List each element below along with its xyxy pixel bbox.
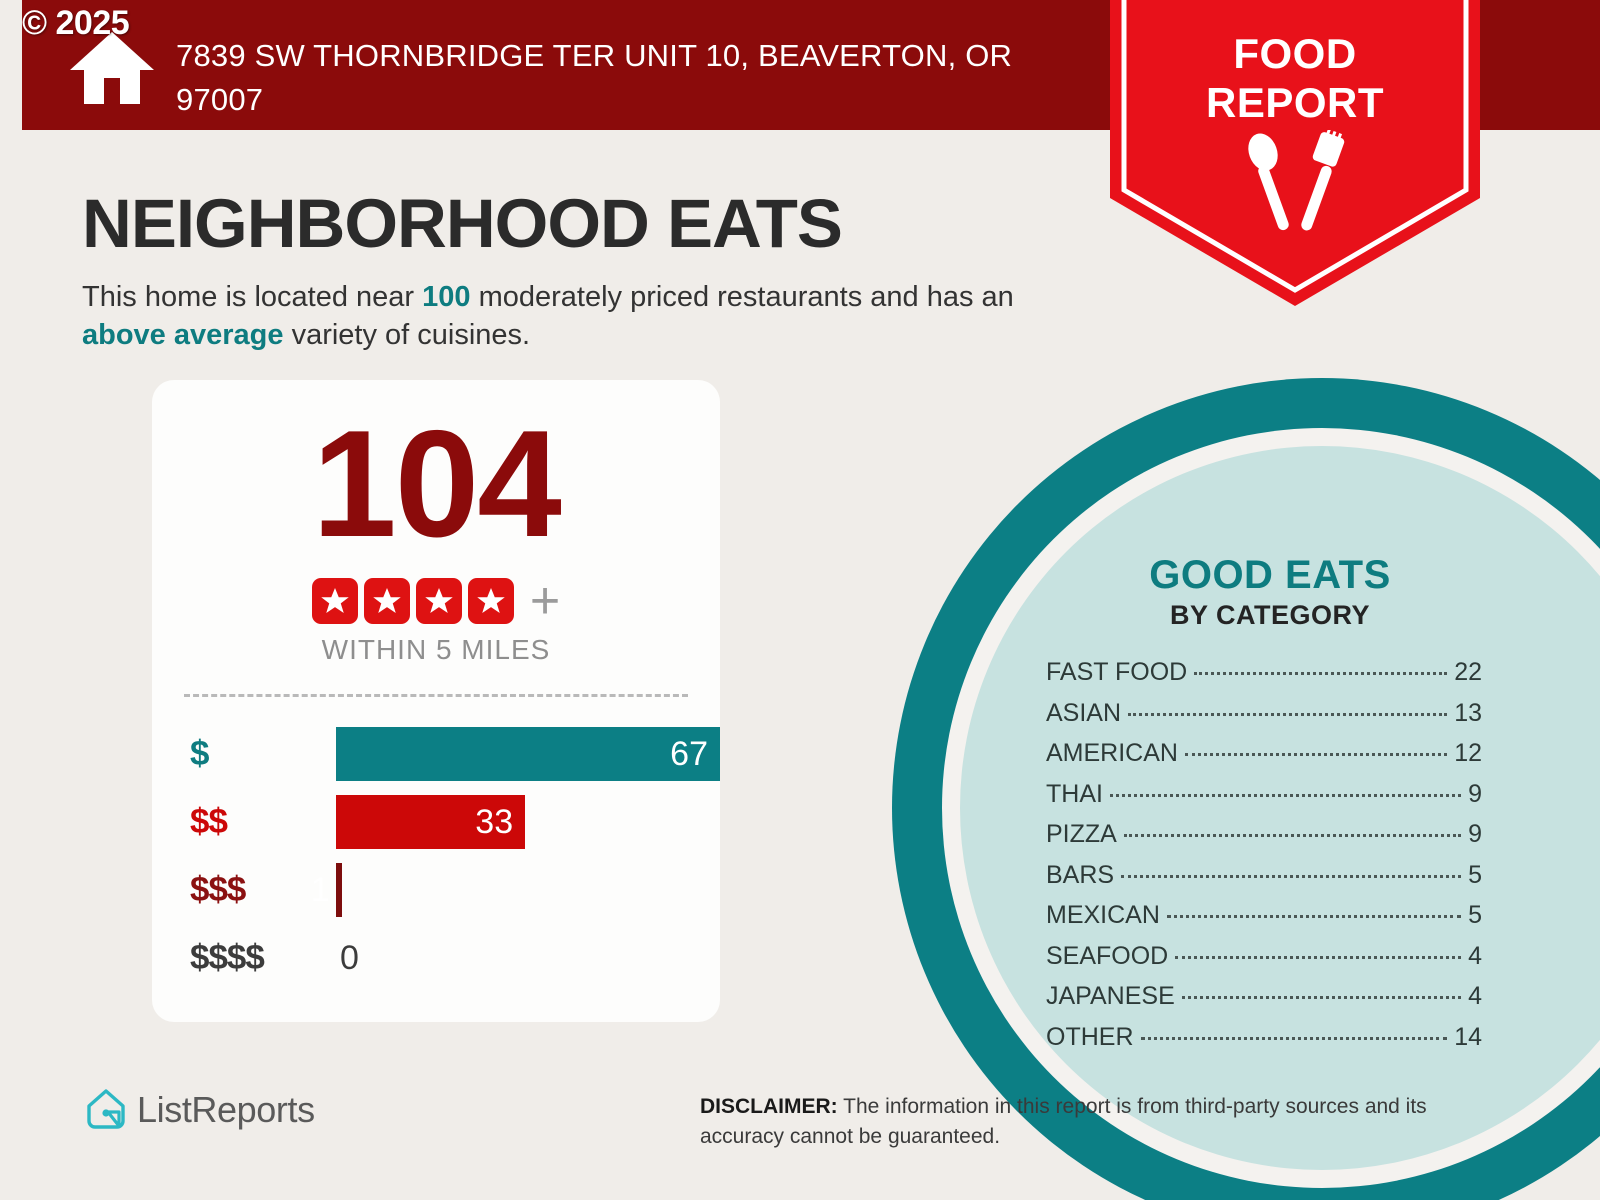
bar-fill: 33 xyxy=(336,795,526,849)
listreports-logo: ListReports xyxy=(86,1088,315,1132)
bar-label: $ xyxy=(190,734,209,773)
category-value: 13 xyxy=(1454,698,1482,727)
bar-fill: 67 xyxy=(336,727,720,781)
category-leader-dots xyxy=(1109,793,1462,797)
category-row: PIZZA 9 xyxy=(1046,820,1482,861)
category-name: ASIAN xyxy=(1046,698,1122,727)
bar-row: $$$ 1 xyxy=(152,856,720,924)
bar-value: 33 xyxy=(475,802,514,841)
star-icon xyxy=(467,578,514,624)
bar-value: 0 xyxy=(340,938,359,977)
category-leader-dots xyxy=(1181,996,1462,999)
bar-fill: 1 xyxy=(311,863,342,917)
category-leader-dots xyxy=(1128,712,1448,716)
category-leader-dots xyxy=(1166,915,1462,918)
category-name: MEXICAN xyxy=(1046,901,1160,929)
category-row: OTHER 14 xyxy=(1046,1023,1482,1064)
category-value: 12 xyxy=(1454,739,1482,767)
category-value: 4 xyxy=(1468,941,1482,970)
good-eats-title: GOOD EATS xyxy=(1149,553,1391,597)
page-subtitle: This home is located near 100 moderately… xyxy=(82,278,1092,355)
left-edge-strip xyxy=(0,0,22,132)
category-leader-dots xyxy=(1121,874,1462,878)
category-value: 5 xyxy=(1468,860,1482,889)
copyright-watermark: © 2025 xyxy=(22,4,130,42)
category-value: 9 xyxy=(1468,820,1482,848)
category-leader-dots xyxy=(1184,753,1448,756)
category-leader-dots xyxy=(1123,834,1462,837)
house-icon xyxy=(70,32,154,104)
badge-line-2: REPORT xyxy=(1205,78,1384,126)
subtitle-highlight-variety: above average xyxy=(82,319,284,352)
bar-label: $$ xyxy=(190,802,228,841)
star-rating: + xyxy=(152,572,720,630)
category-list: FAST FOOD 22 ASIAN 13 AMERICAN 12 THAI 9 PIZZA 9 B… xyxy=(1046,658,1482,1063)
light-teal-inner-circle xyxy=(960,446,1600,1170)
category-row: SEAFOOD 4 xyxy=(1046,942,1482,983)
bar-row: $$$$ 0 xyxy=(152,924,720,992)
bar-track: 33 xyxy=(336,788,720,856)
bar-label: $$$ xyxy=(190,870,246,909)
subtitle-part-2: moderately priced restaurants and has an xyxy=(470,281,1014,313)
price-level-bar-chart: $ 67 $$ 33 $$$ 1 xyxy=(152,720,720,992)
bar-value: 67 xyxy=(670,734,708,773)
badge-line-1: FOOD xyxy=(1233,30,1357,77)
disclaimer-label: DISCLAIMER: xyxy=(700,1095,838,1118)
bar-track: 67 xyxy=(336,720,720,788)
category-name: AMERICAN xyxy=(1046,739,1178,767)
category-leader-dots xyxy=(1140,1036,1448,1040)
card-divider xyxy=(184,694,688,697)
bar-track: 1 xyxy=(311,856,720,924)
plus-icon: + xyxy=(529,572,561,630)
category-name: THAI xyxy=(1046,779,1103,808)
category-leader-dots xyxy=(1194,672,1448,675)
property-address: 7839 SW THORNBRIDGE TER UNIT 10, BEAVERT… xyxy=(176,38,1013,118)
category-value: 5 xyxy=(1468,901,1482,929)
subtitle-part-1: This home is located near xyxy=(82,281,423,313)
category-row: JAPANESE 4 xyxy=(1046,982,1482,1023)
category-row: AMERICAN 12 xyxy=(1046,739,1482,780)
category-name: OTHER xyxy=(1046,1022,1134,1051)
disclaimer: DISCLAIMER: The information in this repo… xyxy=(700,1092,1500,1152)
bar-row: $ 67 xyxy=(152,720,720,788)
category-name: PIZZA xyxy=(1046,820,1117,848)
category-value: 22 xyxy=(1454,658,1482,686)
bar-track: 0 xyxy=(336,924,720,992)
star-icon xyxy=(311,578,358,624)
category-row: BARS 5 xyxy=(1046,861,1482,902)
category-value: 4 xyxy=(1468,982,1482,1010)
category-value: 14 xyxy=(1454,1022,1482,1051)
category-value: 9 xyxy=(1468,779,1482,808)
disclaimer-text: The information in this report is from t… xyxy=(700,1095,1427,1148)
listreports-house-tag-icon xyxy=(87,1089,125,1129)
category-row: ASIAN 13 xyxy=(1046,699,1482,740)
category-name: FAST FOOD xyxy=(1046,658,1188,686)
bar-value: 1 xyxy=(310,870,330,909)
category-leader-dots xyxy=(1175,955,1462,959)
fork-and-spoon-icon xyxy=(1248,130,1345,231)
star-icon xyxy=(415,578,462,624)
category-row: THAI 9 xyxy=(1046,780,1482,821)
bar-row: $$ 33 xyxy=(152,788,720,856)
restaurant-stat-card: 104 + WITHIN 5 MILES $ 67 xyxy=(152,380,720,1022)
listreports-logo-text: ListReports xyxy=(137,1089,315,1130)
category-name: BARS xyxy=(1046,860,1115,889)
category-name: JAPANESE xyxy=(1046,982,1175,1010)
good-eats-subtitle: BY CATEGORY xyxy=(1169,600,1371,630)
subtitle-highlight-count: 100 xyxy=(422,281,471,313)
food-report-badge: FOOD REPORT xyxy=(1110,0,1480,308)
category-row: FAST FOOD 22 xyxy=(1046,658,1482,699)
bar-label: $$$$ xyxy=(190,938,265,977)
star-icon xyxy=(363,578,410,624)
category-row: MEXICAN 5 xyxy=(1046,901,1482,942)
subtitle-part-3: variety of cuisines. xyxy=(283,319,531,352)
within-radius-label: WITHIN 5 MILES xyxy=(321,634,551,665)
page-title: NEIGHBORHOOD EATS xyxy=(82,185,843,262)
badge-title: FOOD REPORT xyxy=(1110,30,1480,127)
restaurant-count: 104 xyxy=(312,399,562,569)
category-name: SEAFOOD xyxy=(1046,941,1169,970)
